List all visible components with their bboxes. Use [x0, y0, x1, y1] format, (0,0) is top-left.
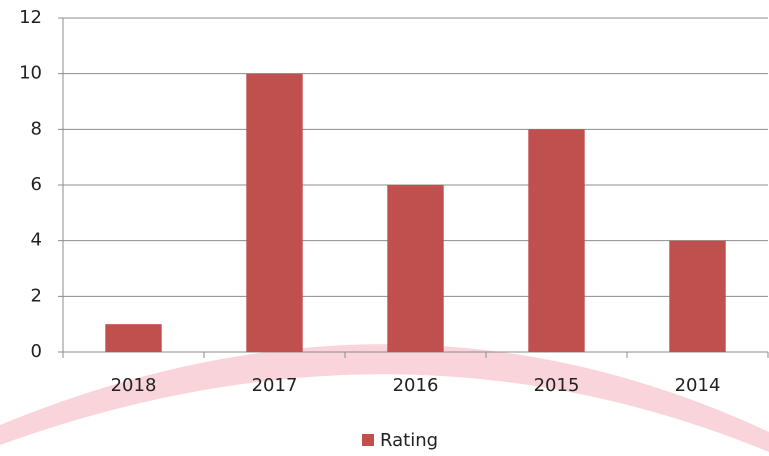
y-tick-label: 0	[31, 341, 42, 362]
y-tick-label: 4	[31, 230, 42, 251]
x-tick-label: 2017	[252, 375, 298, 396]
y-tick-label: 2	[31, 285, 42, 306]
x-tick-label: 2018	[111, 375, 157, 396]
x-tick-label: 2015	[534, 375, 580, 396]
legend-swatch	[362, 434, 374, 446]
y-tick-label: 10	[19, 63, 42, 84]
y-tick-label: 6	[31, 174, 42, 195]
x-tick-label: 2014	[675, 375, 721, 396]
legend-label: Rating	[380, 430, 438, 451]
bar	[669, 240, 726, 352]
x-tick-label: 2016	[393, 375, 439, 396]
background-arc	[0, 344, 769, 452]
bar	[246, 73, 303, 353]
bar	[528, 129, 585, 352]
y-tick-label: 12	[19, 7, 42, 28]
y-tick-label: 8	[31, 118, 42, 139]
bar	[105, 324, 162, 352]
bar	[387, 185, 444, 352]
